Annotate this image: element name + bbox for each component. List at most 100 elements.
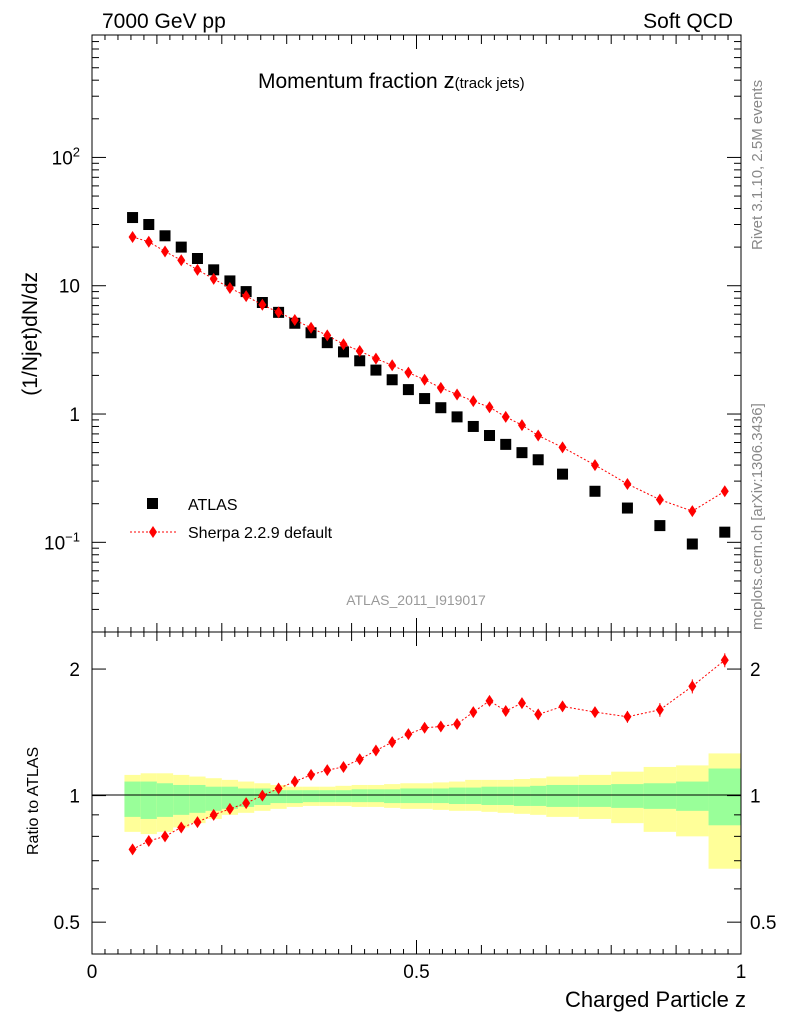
sherpa-ratio-point	[501, 704, 510, 717]
ratio-y-tick-label-left: 2	[69, 660, 80, 681]
sherpa-data-point	[290, 314, 299, 327]
sherpa-ratio-point	[688, 680, 697, 693]
main-series	[127, 212, 731, 550]
sherpa-ratio-point	[534, 708, 543, 721]
header-right: Soft QCD	[643, 10, 733, 33]
sherpa-ratio-point	[161, 830, 170, 843]
sherpa-ratio-point	[242, 797, 251, 810]
sherpa-ratio-point	[558, 700, 567, 713]
sherpa-data-point	[485, 401, 494, 414]
inner-band-segment	[302, 790, 320, 803]
atlas-data-point	[159, 230, 171, 242]
sherpa-data-point	[339, 338, 348, 351]
legend: ATLAS Sherpa 2.2.9 default	[130, 497, 333, 542]
ratio-y-tick-label-left: 0.5	[54, 913, 80, 934]
sherpa-ratio-point	[420, 721, 429, 734]
main-y-tick-label: 10	[59, 277, 80, 298]
sherpa-data-point	[307, 321, 316, 334]
inner-band-segment	[205, 786, 222, 811]
inner-band-segment	[465, 787, 482, 805]
inner-band-segment	[189, 784, 206, 813]
atlas-data-point	[467, 420, 479, 432]
sherpa-ratio-point	[436, 720, 445, 733]
atlas-data-point	[719, 526, 731, 538]
sherpa-ratio-point	[274, 782, 283, 795]
sherpa-data-point	[225, 282, 234, 295]
sherpa-ratio-point	[290, 775, 299, 788]
inner-band-segment	[708, 768, 741, 826]
main-plot-frame	[91, 34, 742, 633]
inner-band-segment	[384, 789, 401, 804]
ratio-y-tick-label-right: 2	[750, 660, 761, 681]
sherpa-ratio-point	[128, 843, 137, 856]
inner-band-segment	[270, 790, 287, 804]
atlas-data-point	[127, 212, 139, 224]
atlas-data-point	[208, 264, 220, 276]
sherpa-ratio-point	[225, 802, 234, 815]
sherpa-data-point	[144, 235, 153, 248]
sherpa-ratio-point	[453, 718, 462, 731]
ratio-axis-ticks: 0 0.5 1 2 2 1 1 0.5 0.5	[54, 632, 776, 983]
atlas-data-point	[337, 346, 349, 358]
sherpa-data-point	[323, 329, 332, 342]
ratio-series	[128, 653, 729, 856]
ratio-y-tick-label-right: 0.5	[750, 913, 776, 934]
sherpa-data-point	[623, 477, 632, 490]
analysis-watermark: ATLAS_2011_I919017	[346, 592, 486, 608]
sherpa-ratio-line	[132, 659, 726, 850]
sherpa-data-point	[404, 366, 413, 379]
inner-band-segment	[416, 788, 433, 804]
atlas-data-point	[175, 241, 187, 253]
inner-band-segment	[140, 781, 157, 819]
sherpa-data-point	[590, 459, 599, 472]
inner-band-segment	[530, 785, 547, 806]
rivet-version-label: Rivet 3.1.10, 2.5M events	[749, 80, 766, 250]
inner-band-segment	[335, 790, 352, 803]
x-tick-label: 1	[736, 962, 747, 983]
atlas-data-point	[419, 393, 431, 405]
x-tick-label: 0.5	[403, 962, 429, 983]
x-axis-label: Charged Particle z	[565, 987, 746, 1012]
ratio-y-tick-label-left: 1	[69, 787, 80, 808]
atlas-data-point	[621, 502, 633, 514]
inner-band-segment	[497, 786, 514, 805]
ratio-plot-frame	[91, 631, 742, 955]
main-title: Momentum fraction z(track jets)	[258, 68, 525, 93]
x-tick-label: 0	[87, 962, 98, 983]
sherpa-data-point	[161, 245, 170, 258]
sherpa-data-point	[517, 419, 526, 432]
inner-band-segment	[351, 789, 368, 803]
inner-band-segment	[611, 784, 644, 808]
sherpa-data-point	[688, 505, 697, 518]
sherpa-ratio-point	[209, 808, 218, 821]
sherpa-ratio-point	[590, 706, 599, 719]
atlas-data-point	[500, 438, 512, 450]
inner-band-segment	[546, 784, 579, 807]
inner-band-segment	[286, 790, 303, 804]
inner-band-segment	[221, 786, 239, 809]
sherpa-data-point	[388, 359, 397, 372]
sherpa-ratio-point	[339, 760, 348, 773]
sherpa-data-point	[177, 254, 186, 267]
main-title-text: Momentum fraction	[258, 70, 444, 93]
main-y-tick-label: 10−1	[44, 529, 80, 554]
sherpa-data-point	[501, 410, 510, 423]
inner-band-segment	[448, 787, 466, 805]
header-left: 7000 GeV pp	[102, 10, 226, 33]
inner-band-segment	[367, 789, 385, 803]
sherpa-ratio-point	[623, 710, 632, 723]
main-panel: 102 10 1 10−1 Momentum fraction z(track jet…	[19, 34, 742, 633]
atlas-data-point	[557, 468, 569, 480]
atlas-data-point	[402, 384, 414, 396]
inner-band-segment	[124, 781, 141, 817]
atlas-data-point	[370, 364, 382, 376]
sherpa-data-point	[469, 395, 478, 408]
atlas-data-point	[143, 219, 155, 231]
sherpa-data-point	[436, 381, 445, 394]
sherpa-ratio-point	[258, 789, 267, 802]
sherpa-data-point	[274, 306, 283, 319]
sherpa-ratio-point	[371, 744, 380, 757]
main-title-sub: (track jets)	[455, 75, 525, 92]
atlas-data-point	[516, 447, 528, 459]
